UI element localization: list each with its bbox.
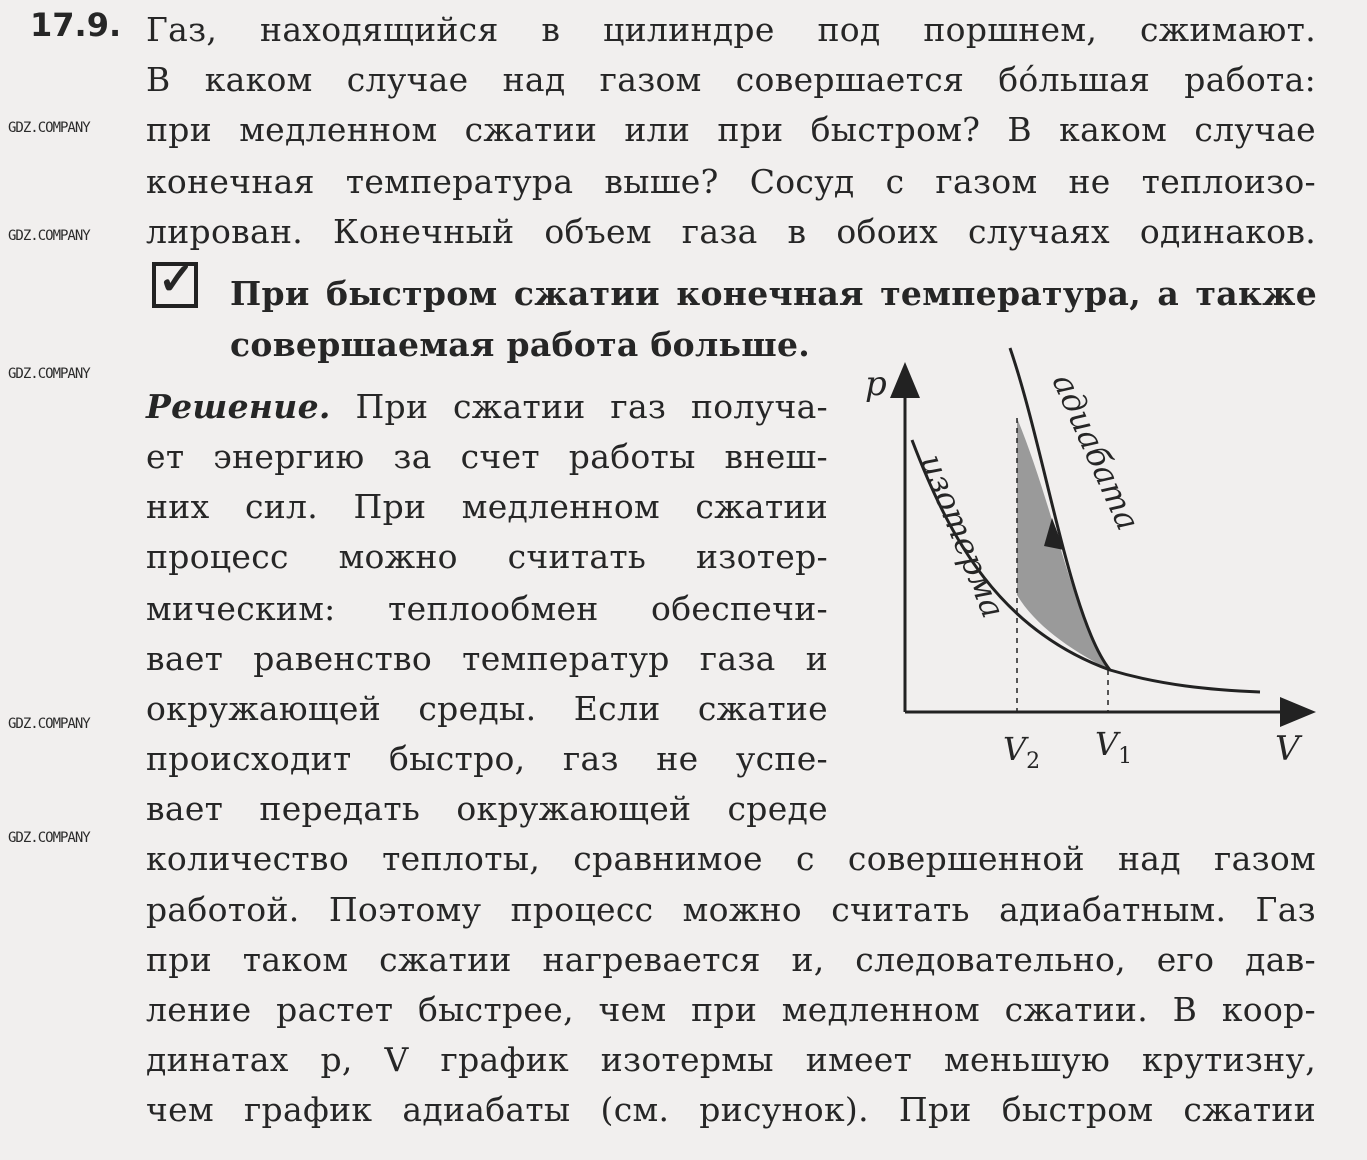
solution-line: ет энергию за счет работы внеш- xyxy=(146,437,828,476)
solution-line: чем график адиабаты (см. рисунок). При б… xyxy=(146,1090,1316,1129)
solution-line: вает передать окружающей среде xyxy=(146,789,828,828)
isotherm-label: изотерма xyxy=(913,449,1013,623)
adiabat-curve xyxy=(1008,347,1112,671)
answer-line: При быстром сжатии конечная температура,… xyxy=(230,274,1317,313)
problem-line: В каком случае над газом совершается бóл… xyxy=(146,60,1316,99)
solution-line: окружающей среды. Если сжатие xyxy=(146,689,828,728)
answer-checkbox: ✓ xyxy=(152,254,198,308)
v-axis-label: V xyxy=(1275,729,1303,769)
watermark: GDZ.COMPANY xyxy=(8,366,91,382)
watermark: GDZ.COMPANY xyxy=(8,228,91,244)
solution-line: вает равенство температур газа и xyxy=(146,639,828,678)
solution-line: ление растет быстрее, чем при медленном … xyxy=(146,990,1316,1029)
solution-line: при таком сжатии нагревается и, следоват… xyxy=(146,940,1316,979)
watermark: GDZ.COMPANY xyxy=(8,120,91,136)
watermark: GDZ.COMPANY xyxy=(8,830,91,846)
solution-line: количество теплоты, сравнимое с совершен… xyxy=(146,839,1316,878)
watermark: GDZ.COMPANY xyxy=(8,716,91,732)
problem-line: Газ, находящийся в цилиндре под поршнем,… xyxy=(146,10,1316,49)
p-axis-label: p xyxy=(865,364,887,404)
solution-text: При сжатии газ получа- xyxy=(355,387,828,426)
solution-line: процесс можно считать изотер- xyxy=(146,537,828,576)
answer-line: совершаемая работа больше. xyxy=(230,325,811,364)
adiabat-arrow-icon xyxy=(1044,518,1064,550)
solution-first-line: Решение. При сжатии газ получа- xyxy=(146,385,828,429)
problem-line: при медленном сжатии или при быстром? В … xyxy=(146,110,1316,149)
work-difference-shading xyxy=(1017,418,1110,670)
problem-line: лирован. Конечный объем газа в обоих слу… xyxy=(146,212,1316,251)
v1-label: V1 xyxy=(1095,725,1132,769)
checkmark-icon: ✓ xyxy=(158,254,195,305)
isotherm-curve xyxy=(910,439,1261,694)
solution-line: работой. Поэтому процесс можно считать а… xyxy=(146,890,1316,929)
problem-line: конечная температура выше? Сосуд с газом… xyxy=(146,162,1316,201)
adiabat-label: адиабата xyxy=(1045,368,1148,536)
solution-heading: Решение. xyxy=(146,387,331,426)
solution-line: мическим: теплообмен обеспечи- xyxy=(146,589,828,628)
solution-line: динатах p, V график изотермы имеет меньш… xyxy=(146,1040,1316,1079)
problem-number: 17.9. xyxy=(30,6,122,44)
pv-diagram: p V V2 V1 изотерма адиабата xyxy=(865,347,1316,774)
solution-line: происходит быстро, газ не успе- xyxy=(146,739,828,778)
solution-line: них сил. При медленном сжатии xyxy=(146,487,828,526)
v2-label: V2 xyxy=(1003,730,1040,774)
